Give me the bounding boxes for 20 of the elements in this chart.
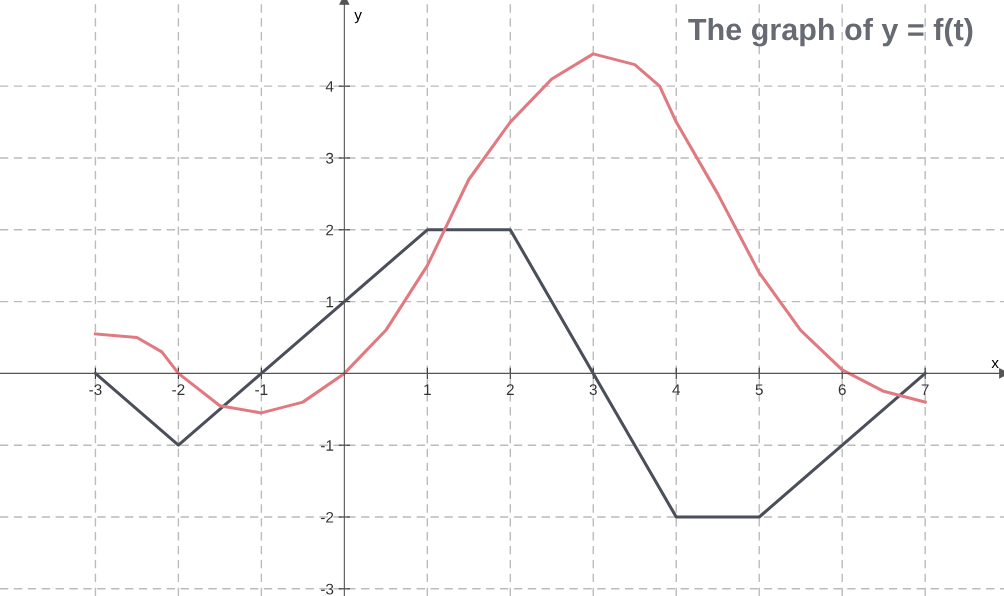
x-tick-label: 2	[506, 384, 514, 395]
y-tick-label: 4	[325, 81, 334, 92]
x-tick-label: 7	[921, 384, 929, 395]
y-tick-label: 2	[326, 224, 334, 236]
x-tick-label: 4	[672, 384, 681, 395]
x-tick-label: 1	[424, 384, 431, 395]
x-axis-title: x	[991, 360, 999, 369]
x-tick-label: -2	[172, 384, 185, 395]
x-tick-label: -1	[255, 384, 268, 395]
y-axis-title: y	[354, 11, 362, 24]
x-tick-label: 5	[755, 384, 763, 396]
x-tick-label: 3	[589, 384, 597, 396]
y-tick-label: -2	[321, 511, 334, 523]
y-tick-label: 3	[326, 152, 334, 164]
x-tick-label: -3	[89, 384, 102, 396]
x-tick-label: 6	[838, 384, 846, 396]
text: The graph of y = f(t)	[688, 17, 973, 47]
y-tick-label: 1	[326, 296, 334, 308]
y-tick-label: -3	[321, 583, 334, 595]
y-tick-label: -1	[321, 440, 334, 451]
